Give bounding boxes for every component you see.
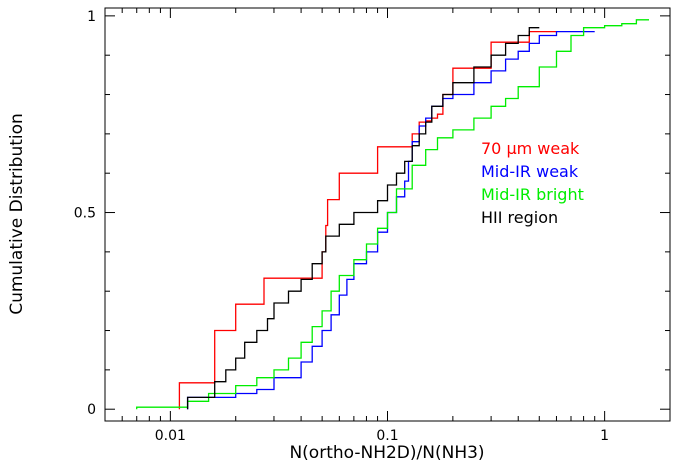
x-tick-label: 0.01 xyxy=(155,428,186,444)
y-tick-label: 0.5 xyxy=(74,206,96,222)
series-layer xyxy=(136,19,649,410)
legend-entry-mid-ir-bright: Mid-IR bright xyxy=(481,185,584,204)
legend-entry-hii-region-label: HII region xyxy=(481,208,558,227)
series-mid-ir-bright xyxy=(136,19,649,410)
legend-entry-mid-ir-weak-label: Mid-IR weak xyxy=(481,162,579,181)
tick-labels: 0.01 0.1 1 0 0.5 1 xyxy=(74,9,609,444)
x-tick-label: 0.1 xyxy=(376,428,398,444)
series-hii-region xyxy=(186,27,540,410)
y-axis-label: Cumulative Distribution xyxy=(7,113,27,315)
x-tick-label: 1 xyxy=(600,428,609,444)
legend-entry-mid-ir-weak: Mid-IR weak xyxy=(481,162,579,181)
y-tick-label: 0 xyxy=(87,402,96,418)
legend-entry-70um-weak-label: 70 μm weak xyxy=(481,139,580,158)
axis-major-ticks xyxy=(105,8,670,421)
y-tick-label: 1 xyxy=(87,9,96,25)
legend-entry-70um-weak: 70 μm weak xyxy=(481,139,580,158)
legend-entry-mid-ir-bright-label: Mid-IR bright xyxy=(481,185,584,204)
legend-entry-hii-region: HII region xyxy=(481,208,558,227)
x-axis-label: N(ortho-NH2D)/N(NH3) xyxy=(289,443,484,463)
axis-ticks xyxy=(104,8,671,421)
legend: 70 μm weak Mid-IR weak Mid-IR bright HII… xyxy=(481,139,584,227)
series-mid-ir-weak xyxy=(186,30,595,410)
